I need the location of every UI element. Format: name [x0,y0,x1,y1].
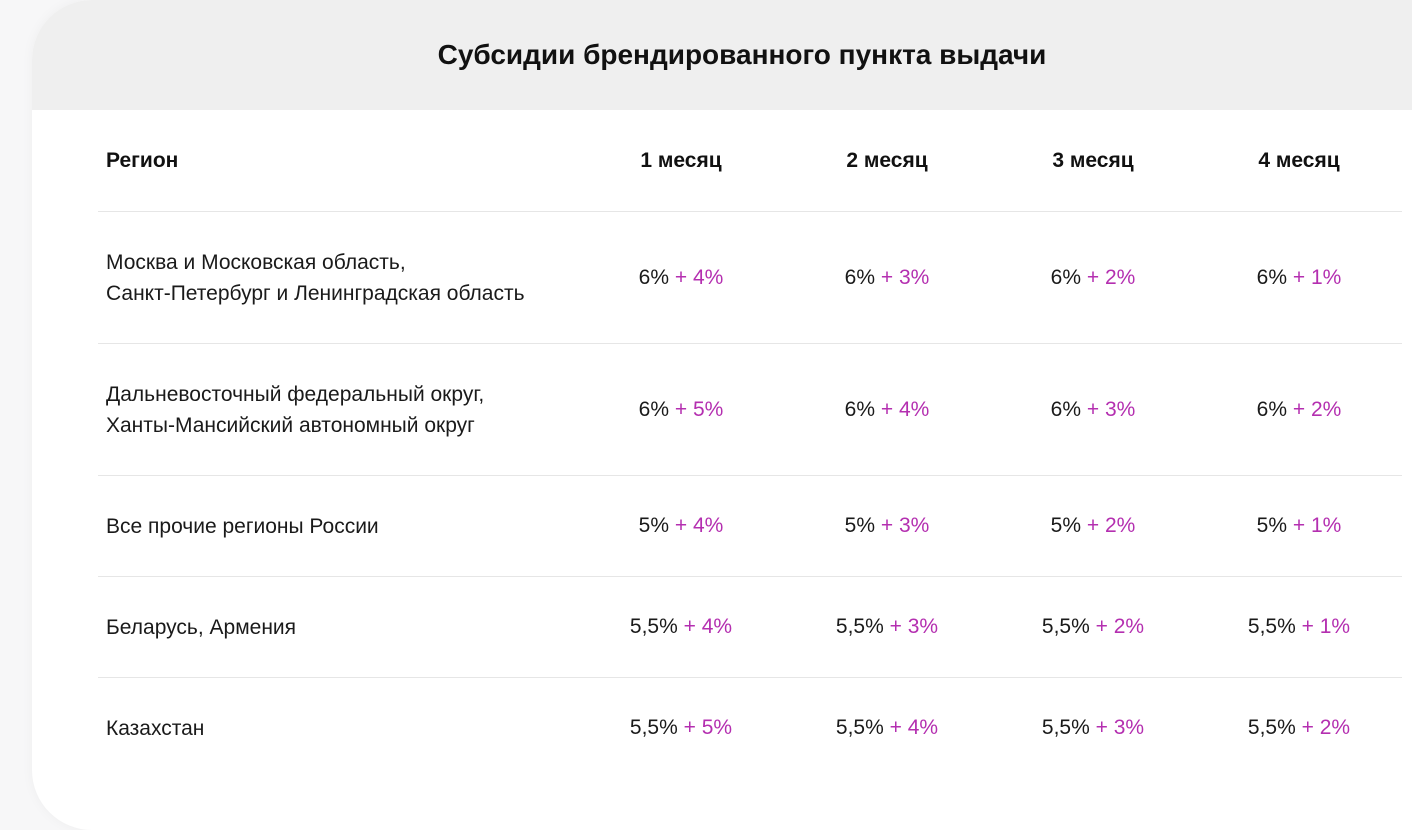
subsidy-value-cell: 5% + 1% [1196,475,1402,577]
bonus-rate: + 1% [1292,265,1342,289]
base-rate: 5% [638,514,670,537]
subsidy-value-cell: 5,5% + 5% [578,678,784,779]
subsidy-value-cell: 6% + 3% [784,211,990,344]
subsidy-value-cell: 5,5% + 3% [784,576,990,678]
subsidy-value-cell: 6% + 5% [578,343,784,476]
subsidy-value-cell: 6% + 2% [990,211,1196,344]
bonus-rate: + 3% [889,615,939,638]
page-title: Субсидии брендированного пункта выдачи [437,39,1047,70]
bonus-rate: + 3% [880,514,930,537]
base-rate: 6% [638,265,670,289]
bonus-rate: + 2% [1292,397,1342,421]
base-rate: 6% [1256,397,1288,421]
region-cell: Москва и Московская область, Санкт-Петер… [98,211,578,344]
base-rate: 6% [1050,265,1082,289]
region-name-line: Москва и Московская область, [106,250,406,274]
region-name-line: Дальневосточный федеральный округ, [106,382,485,406]
table-row: Дальневосточный федеральный округ, Ханты… [98,343,1402,476]
column-header-region: Регион [98,110,578,212]
bonus-rate: + 3% [1086,397,1136,421]
column-header-month-1: 1 месяц [578,110,784,212]
subsidy-value-cell: 5,5% + 1% [1196,576,1402,678]
region-cell: Дальневосточный федеральный округ, Ханты… [98,343,578,476]
region-name-line: Ханты-Мансийский автономный округ [106,413,475,437]
bonus-rate: + 4% [683,615,733,638]
base-rate: 5,5% [1041,716,1090,739]
bonus-rate: + 1% [1292,514,1342,537]
table-row: Беларусь, Армения 5,5% + 4% 5,5% + 3% 5,… [98,576,1402,678]
base-rate: 5,5% [629,716,678,739]
base-rate: 5,5% [629,615,678,638]
subsidy-value-cell: 6% + 3% [990,343,1196,476]
base-rate: 5,5% [1247,716,1296,739]
subsidy-value-cell: 5% + 2% [990,475,1196,577]
bonus-rate: + 4% [674,265,724,289]
table-header-row: Регион 1 месяц 2 месяц 3 месяц 4 месяц [98,110,1402,212]
table-row: Москва и Московская область, Санкт-Петер… [98,211,1402,344]
base-rate: 5% [1256,514,1288,537]
subsidy-value-cell: 5,5% + 2% [1196,678,1402,779]
table-row: Казахстан 5,5% + 5% 5,5% + 4% 5,5% + 3% … [98,678,1402,779]
bonus-rate: + 2% [1095,615,1145,638]
base-rate: 5,5% [835,716,884,739]
subsidy-value-cell: 5% + 4% [578,475,784,577]
subsidy-value-cell: 5,5% + 3% [990,678,1196,779]
base-rate: 6% [844,265,876,289]
bonus-rate: + 4% [674,514,724,537]
subsidy-value-cell: 6% + 4% [578,211,784,344]
bonus-rate: + 5% [683,716,733,739]
bonus-rate: + 2% [1086,514,1136,537]
bonus-rate: + 3% [880,265,930,289]
subsidy-value-cell: 5,5% + 4% [784,678,990,779]
bonus-rate: + 5% [674,397,724,421]
column-header-month-4: 4 месяц [1196,110,1402,212]
base-rate: 5,5% [835,615,884,638]
table-row: Все прочие регионы России 5% + 4% 5% + 3… [98,475,1402,577]
subsidy-value-cell: 6% + 1% [1196,211,1402,344]
base-rate: 5% [1050,514,1082,537]
region-name-line: Санкт-Петербург и Ленинградская область [106,281,525,305]
region-cell: Беларусь, Армения [98,576,578,678]
region-cell: Казахстан [98,678,578,779]
base-rate: 5,5% [1247,615,1296,638]
subsidy-value-cell: 5,5% + 4% [578,576,784,678]
base-rate: 6% [1050,397,1082,421]
subsidy-card: Субсидии брендированного пункта выдачи Р… [32,0,1412,830]
bonus-rate: + 4% [889,716,939,739]
column-header-month-2: 2 месяц [784,110,990,212]
bonus-rate: + 4% [880,397,930,421]
subsidy-value-cell: 6% + 2% [1196,343,1402,476]
bonus-rate: + 3% [1095,716,1145,739]
region-name-line: Все прочие регионы России [106,514,379,538]
base-rate: 5% [844,514,876,537]
column-header-month-3: 3 месяц [990,110,1196,212]
bonus-rate: + 2% [1086,265,1136,289]
card-header: Субсидии брендированного пункта выдачи [32,0,1412,110]
base-rate: 6% [638,397,670,421]
region-cell: Все прочие регионы России [98,475,578,577]
region-name-line: Казахстан [106,716,205,740]
base-rate: 6% [1256,265,1288,289]
base-rate: 5,5% [1041,615,1090,638]
region-name-line: Беларусь, Армения [106,615,297,639]
bonus-rate: + 1% [1301,615,1351,638]
subsidy-value-cell: 6% + 4% [784,343,990,476]
subsidy-value-cell: 5% + 3% [784,475,990,577]
bonus-rate: + 2% [1301,716,1351,739]
subsidy-table: Регион 1 месяц 2 месяц 3 месяц 4 месяц М… [98,110,1402,778]
base-rate: 6% [844,397,876,421]
subsidy-value-cell: 5,5% + 2% [990,576,1196,678]
